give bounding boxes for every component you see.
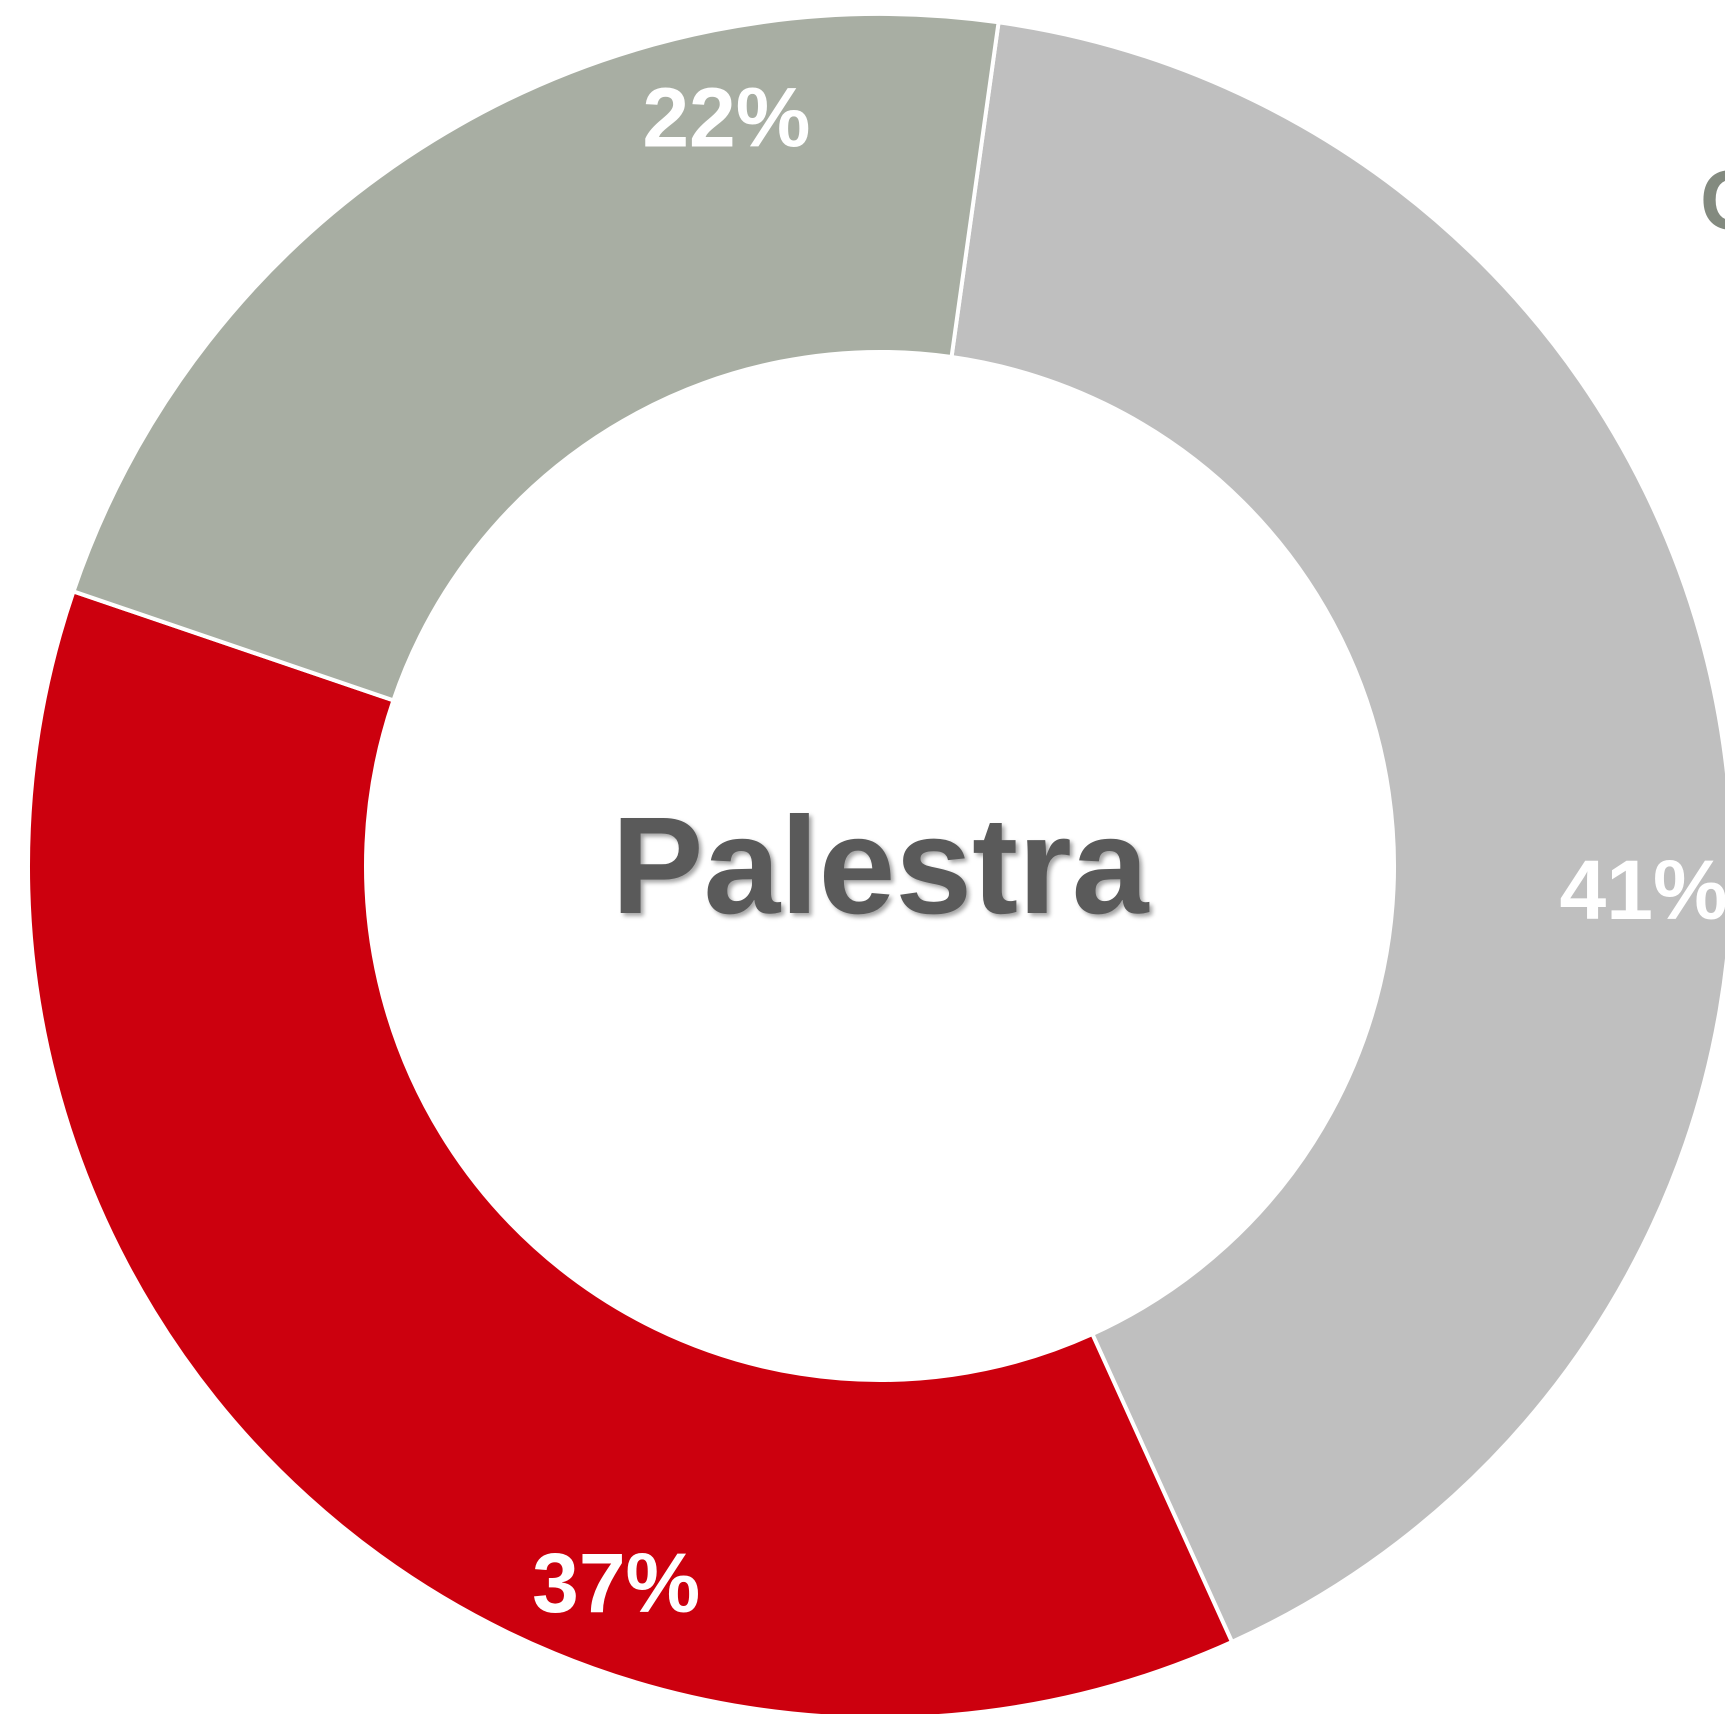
donut-slice-3 xyxy=(70,12,1001,703)
center-label: Palestra xyxy=(611,789,1149,943)
donut-slice-1 xyxy=(949,20,1725,1645)
donut-slice-2 xyxy=(26,588,1235,1714)
slice-label-2: 37% xyxy=(532,1536,700,1630)
slice-labels: 41% 37% 22% xyxy=(532,71,1725,1630)
slice-label-1: 41% xyxy=(1560,843,1725,937)
slice-label-3: 22% xyxy=(642,71,810,165)
donut-slices xyxy=(26,12,1725,1714)
edge-cut-text: C xyxy=(1700,153,1725,247)
